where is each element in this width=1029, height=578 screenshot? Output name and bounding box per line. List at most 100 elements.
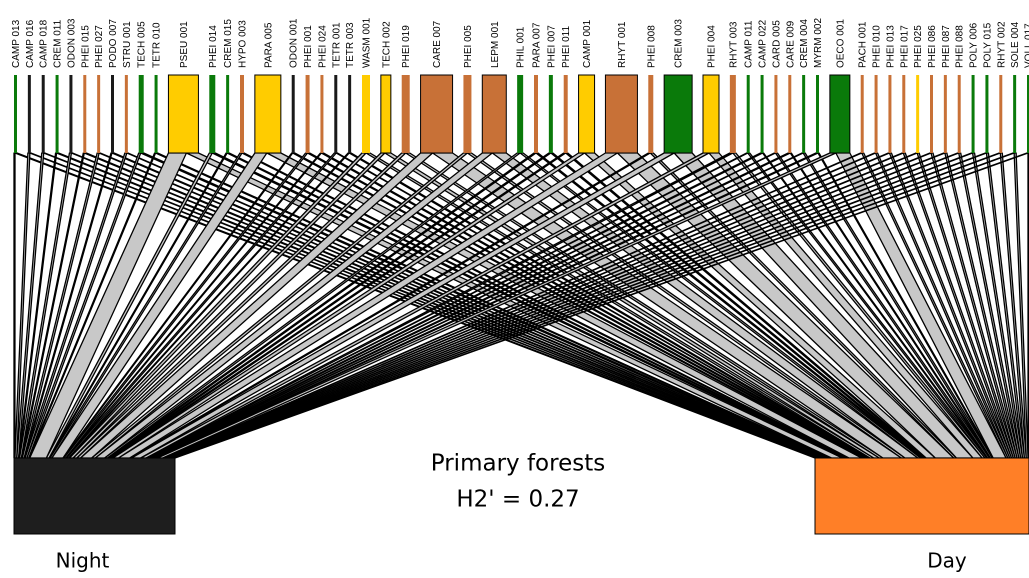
species-node [888,75,892,153]
links [13,152,1029,459]
species-label: CAMP 018 [39,19,50,68]
species-node [305,75,310,153]
species-node [209,75,216,153]
species-label: POLY 006 [969,22,980,68]
species-node [401,75,410,153]
link [13,152,16,459]
period-label: Night [56,549,110,573]
metric: H2' = 0.27 [456,487,579,513]
species-label: TETR 001 [331,22,342,68]
species-node [380,74,392,154]
species-node [999,75,1003,153]
species-label: CREM 004 [799,19,810,68]
species-node [902,75,906,153]
species-node [760,75,764,153]
species-label: PHEI 005 [463,25,474,68]
species-label: PHEI 015 [80,25,91,68]
species-node [578,74,596,154]
species-label: TECH 005 [137,21,148,68]
species-label: PHEI 004 [707,25,718,68]
species-node [55,75,59,153]
species-label: CAMP 001 [582,19,593,68]
species-label: PHEI 027 [94,25,105,68]
species-node [648,75,654,153]
species-node [517,75,524,153]
species-node [746,75,750,153]
species-node [97,75,101,153]
species-node [226,75,230,153]
species-node [111,75,114,153]
species-node [802,75,806,153]
top-nodes: CAMP 013 CAMP 016 CAMP 018 CREM 011 ODON 003… [11,17,1029,154]
species-label: HYPO 003 [238,20,249,68]
species-label: PACH 001 [858,21,869,68]
species-node [154,75,158,153]
species-node [481,74,507,154]
species-label: RHYT 001 [617,21,628,68]
species-node [943,75,947,153]
species-label: PHEI 011 [561,26,572,68]
species-node [320,75,324,153]
species-node [69,75,73,153]
species-node [362,75,370,153]
species-label: CREM 011 [53,19,64,68]
species-node [860,75,864,153]
species-label: TECH 002 [381,21,392,68]
species-label: PHEI 010 [872,25,883,68]
species-node [874,75,878,153]
species-node [463,75,472,153]
species-label: WASM 001 [362,17,373,68]
species-node [240,75,244,153]
species-node [985,75,989,153]
species-node [563,75,568,153]
species-node [957,75,961,153]
species-label: PHEI 008 [646,25,657,68]
species-node [41,75,45,153]
species-label: PHEI 024 [317,25,328,68]
species-label: PODO 007 [108,19,119,68]
species-label: POLY 015 [982,22,993,68]
species-label: SOLE 004 [1010,21,1021,68]
species-node [729,75,736,153]
species-node [254,74,282,154]
species-node [604,74,638,154]
species-label: PHEI 013 [885,25,896,68]
species-node [348,75,352,153]
species-node [663,74,693,154]
species-label: PHEI 014 [208,25,219,68]
species-node [83,75,87,153]
species-node [829,74,851,154]
species-node [774,75,778,153]
species-node [291,75,295,153]
species-node [702,74,720,154]
species-node [1027,75,1029,153]
species-node [788,75,792,153]
species-label: TETR 003 [345,22,356,68]
species-label: STRU 001 [122,21,133,68]
species-node [971,75,975,153]
species-label: LEPM 001 [490,21,501,68]
species-node [1013,75,1017,153]
species-label: CREM 015 [223,19,234,68]
species-label: OECO 001 [835,19,846,68]
period-node [814,457,1029,535]
species-label: PHIL 001 [516,26,527,68]
species-label: PARA 007 [532,22,543,68]
species-node [916,75,920,153]
species-label: CARD 005 [771,20,782,68]
species-node [167,74,199,154]
species-label: PHEI 019 [401,25,412,68]
species-label: CAMP 011 [744,20,755,68]
species-label: ODON 001 [289,18,300,68]
title: Primary forests [431,451,605,477]
species-label: PHEI 086 [927,25,938,68]
species-node [334,75,338,153]
species-label: CAMP 013 [11,19,22,68]
period-node [13,457,176,535]
species-node [930,75,933,153]
species-label: ODON 003 [66,18,77,68]
period-label: Day [927,549,967,573]
species-label: RHYT 002 [996,21,1007,68]
